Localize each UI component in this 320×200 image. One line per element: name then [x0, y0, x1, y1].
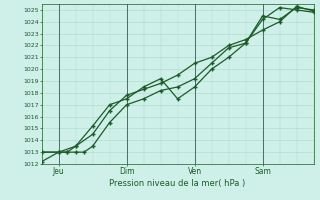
X-axis label: Pression niveau de la mer( hPa ): Pression niveau de la mer( hPa ) [109, 179, 246, 188]
